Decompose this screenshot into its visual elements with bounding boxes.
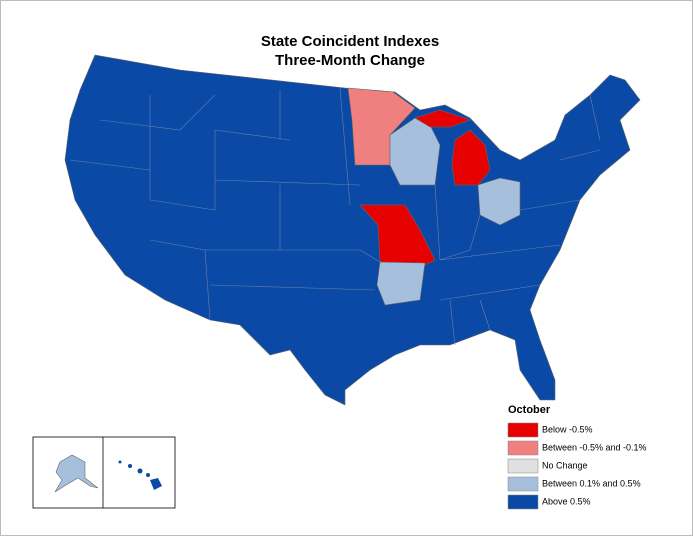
- legend-swatch: [507, 422, 539, 438]
- region: [359, 204, 436, 266]
- legend-title: October: [508, 404, 551, 416]
- title-line: State Coincident Indexes: [261, 33, 439, 50]
- title-line: Three-Month Change: [275, 52, 425, 69]
- alaska: [54, 454, 99, 493]
- legend: October Below -0.5% Between -0.5% and -0.…: [507, 404, 647, 510]
- legend-label: Above 0.5%: [542, 496, 591, 506]
- hawaii: [118, 460, 162, 490]
- legend-swatch: [507, 440, 539, 456]
- legend-swatch: [507, 458, 539, 474]
- region: [451, 129, 491, 186]
- region: [414, 109, 471, 128]
- region: [376, 261, 426, 306]
- inset: [32, 436, 176, 509]
- lower-48: [64, 54, 641, 406]
- state-borders: [69, 87, 601, 346]
- region: [477, 177, 521, 226]
- inset-box: [32, 436, 176, 509]
- legend-label: Between -0.5% and -0.1%: [542, 442, 647, 452]
- us-map: [64, 54, 641, 406]
- legend-label: Below -0.5%: [542, 424, 593, 434]
- legend-swatch: [507, 494, 539, 510]
- legend-swatch: [507, 476, 539, 492]
- legend-label: Between 0.1% and 0.5%: [542, 478, 641, 488]
- legend-label: No Change: [542, 460, 588, 470]
